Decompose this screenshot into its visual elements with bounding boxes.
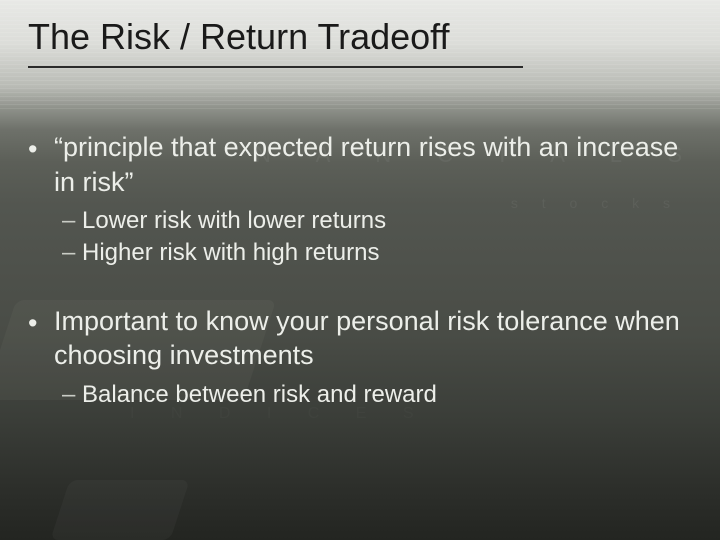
bullet-text: Higher risk with high returns <box>82 237 692 269</box>
bullet-text: “principle that expected return rises wi… <box>54 130 692 199</box>
bullet-text: Important to know your personal risk tol… <box>54 304 692 373</box>
slide: N A N C I A L S s t o c k s s h a r e s … <box>0 0 720 540</box>
slide-title: The Risk / Return Tradeoff <box>28 16 450 58</box>
bullet-level1: • Important to know your personal risk t… <box>28 304 692 373</box>
bullet-level2: – Higher risk with high returns <box>62 237 692 269</box>
bg-shape <box>50 480 189 540</box>
bullet-marker: – <box>62 379 82 411</box>
bullet-text: Lower risk with lower returns <box>82 205 692 237</box>
bullet-level2: – Lower risk with lower returns <box>62 205 692 237</box>
bullet-text: Balance between risk and reward <box>82 379 692 411</box>
bullet-level2: – Balance between risk and reward <box>62 379 692 411</box>
bullet-marker: – <box>62 237 82 269</box>
title-underline <box>28 66 523 68</box>
bullet-marker: • <box>28 304 54 341</box>
spacer <box>28 270 692 304</box>
bullet-marker: – <box>62 205 82 237</box>
bullet-marker: • <box>28 130 54 167</box>
bullet-level1: • “principle that expected return rises … <box>28 130 692 199</box>
slide-body: • “principle that expected return rises … <box>28 130 692 411</box>
